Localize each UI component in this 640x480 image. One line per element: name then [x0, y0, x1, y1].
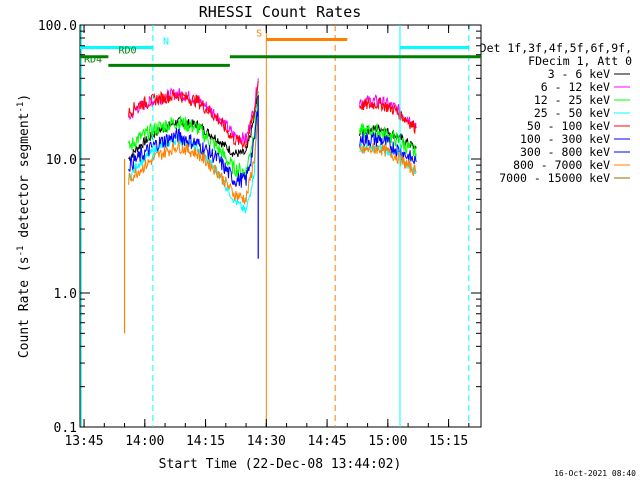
y-tick-label: 10.0 — [46, 153, 77, 168]
legend-entry-label: 12 - 25 keV — [534, 93, 610, 107]
series-line — [128, 91, 259, 180]
legend-header-line: Det 1f,3f,4f,5f,6f,9f, — [480, 41, 632, 55]
series-line — [359, 124, 417, 152]
plot-frame — [79, 24, 482, 428]
y-axis-label-sup: -1 — [16, 246, 26, 257]
x-tick-label: 13:45 — [64, 434, 103, 449]
series-line — [128, 103, 259, 188]
flag-label: N — [163, 36, 169, 47]
y-tick-label: 100.0 — [38, 19, 77, 34]
y-tick-label: 0.1 — [54, 421, 77, 436]
legend-entry-label: 7000 - 15000 keV — [499, 171, 610, 185]
series-line — [128, 81, 259, 150]
legend: Det 1f,3f,4f,5f,6f,9f, FDecim 1, Att 0 3… — [480, 41, 632, 185]
flag-label: S — [256, 28, 262, 39]
series-group — [123, 78, 417, 334]
x-tick-label: 14:00 — [125, 434, 164, 449]
x-tick-label: 14:30 — [247, 434, 286, 449]
series-line — [359, 122, 417, 161]
overlay-group: N S RD0 RD4 — [80, 25, 481, 427]
y-axis-label-part: ) — [17, 94, 32, 102]
series-line — [359, 143, 417, 177]
x-axis-label: Start Time (22-Dec-08 13:44:02) — [159, 457, 402, 472]
x-tick-label: 15:15 — [429, 434, 468, 449]
series-line — [128, 118, 259, 205]
x-tick-label: 14:15 — [186, 434, 225, 449]
legend-entry-label: 25 - 50 keV — [534, 106, 610, 120]
legend-entry-label: 6 - 12 keV — [541, 80, 610, 94]
x-tick-label: 14:45 — [308, 434, 347, 449]
y-axis-label-part: Count Rate (s — [17, 256, 32, 358]
series-line — [128, 94, 259, 161]
legend-entry-label: 800 - 7000 keV — [513, 158, 610, 172]
legend-header-line: FDecim 1, Att 0 — [528, 54, 632, 68]
x-tick-label: 15:00 — [368, 434, 407, 449]
series-line — [359, 97, 417, 135]
chart-title: RHESSI Count Rates — [199, 3, 362, 21]
series-line — [359, 94, 417, 130]
legend-entry-label: 3 - 6 keV — [548, 67, 610, 81]
series-line — [359, 131, 417, 165]
y-axis-label: Count Rate (s-1 detector segment-1) — [16, 94, 32, 358]
axes-group: 13:45 14:00 14:15 14:30 14:45 15:00 15:15 0.1 1.… — [38, 19, 481, 449]
legend-entry-label: 50 - 100 keV — [527, 119, 610, 133]
flag-label: RD0 — [118, 46, 136, 57]
y-axis-label-part: detector segment — [17, 113, 32, 246]
footer-timestamp: 16-Oct-2021 08:40 — [554, 469, 636, 478]
y-tick-label: 1.0 — [54, 287, 77, 302]
legend-entry-label: 300 - 800 keV — [520, 145, 610, 159]
y-axis-label-sup: -1 — [16, 102, 26, 113]
legend-entry-label: 100 - 300 keV — [520, 132, 610, 146]
flag-label: RD4 — [84, 54, 102, 65]
